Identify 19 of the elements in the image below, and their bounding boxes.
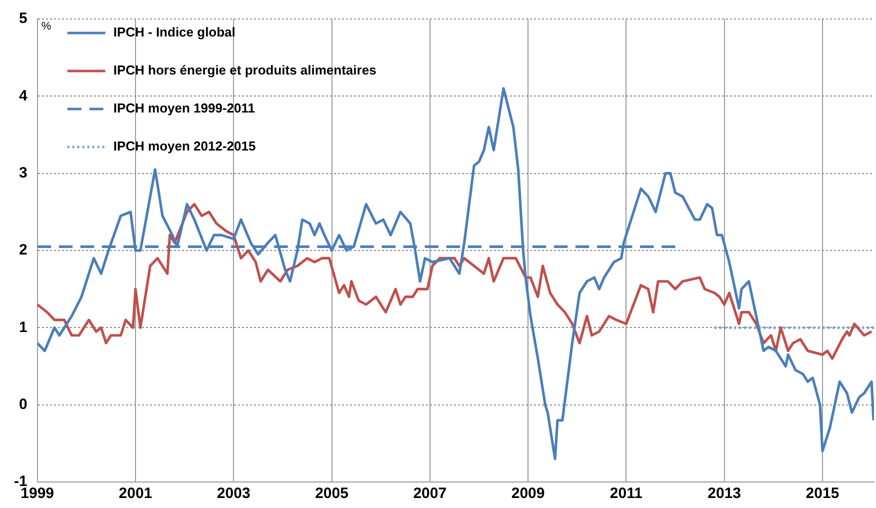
x-tick-label: 2013 — [708, 485, 742, 502]
x-tick-label: 2015 — [806, 485, 840, 502]
x-tick-label: 2003 — [216, 485, 250, 502]
legend-label: IPCH - Indice global — [113, 24, 236, 40]
legend-label: IPCH hors énergie et produits alimentaires — [113, 62, 376, 78]
y-tick-label: 1 — [18, 318, 28, 336]
x-tick-label: 2009 — [511, 485, 545, 502]
y-axis-title: % — [41, 20, 52, 33]
y-tick-label: 2 — [18, 242, 28, 259]
y-tick-label: 3 — [18, 164, 28, 182]
y-tick-label: 4 — [18, 87, 28, 104]
x-tick-label: 2005 — [315, 485, 348, 502]
x-tick-label: 2001 — [118, 485, 152, 502]
x-tick-label: 2007 — [413, 485, 447, 502]
y-tick-label: 0 — [18, 396, 28, 413]
legend-label: IPCH moyen 1999-2011 — [113, 100, 255, 116]
legend-label: IPCH moyen 2012-2015 — [113, 138, 256, 154]
y-tick-label: 5 — [18, 10, 28, 28]
x-tick-label: 2011 — [610, 485, 642, 502]
